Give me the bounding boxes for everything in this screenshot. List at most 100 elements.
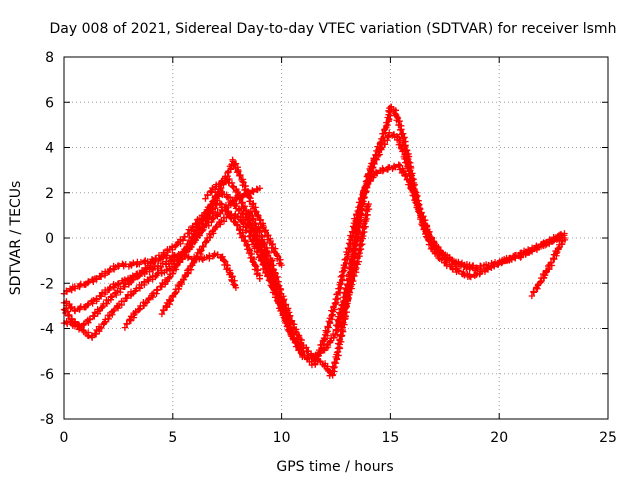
data-point	[214, 251, 221, 258]
data-point	[228, 182, 236, 190]
data-point	[169, 270, 177, 277]
y-tick-label: 6	[45, 95, 54, 111]
data-point	[398, 131, 405, 138]
series-track-9	[332, 103, 568, 334]
data-point	[269, 257, 276, 264]
data-point	[269, 278, 276, 286]
data-point	[101, 319, 108, 327]
chart-title: Day 008 of 2021, Sidereal Day-to-day VTE…	[50, 21, 617, 37]
data-point	[555, 244, 562, 252]
data-point	[256, 275, 264, 282]
x-tick-label: 15	[381, 430, 399, 446]
data-point	[236, 172, 243, 180]
data-point	[331, 299, 339, 307]
data-point	[351, 251, 358, 259]
data-point	[330, 304, 337, 311]
data-point	[561, 234, 568, 242]
series-track-10	[528, 234, 569, 300]
data-point	[353, 225, 360, 233]
data-point	[121, 324, 129, 331]
data-point	[246, 198, 254, 205]
data-point	[547, 259, 555, 267]
data-point	[373, 170, 381, 177]
data-point	[372, 151, 379, 158]
data-point	[246, 247, 254, 254]
data-point	[169, 244, 176, 251]
data-point	[236, 196, 243, 203]
data-point	[206, 234, 214, 241]
data-point	[213, 222, 220, 230]
data-point	[97, 292, 104, 300]
data-point	[90, 312, 97, 319]
data-point	[341, 289, 348, 296]
data-point	[263, 263, 271, 270]
data-point	[324, 323, 331, 330]
data-point	[160, 306, 167, 314]
data-point	[159, 260, 166, 267]
data-point	[360, 198, 367, 205]
data-point	[63, 288, 71, 295]
data-point	[399, 130, 406, 137]
data-point	[209, 184, 216, 192]
data-point	[166, 274, 173, 281]
data-point	[364, 181, 371, 188]
data-point	[342, 285, 349, 293]
data-point	[199, 243, 206, 250]
data-point	[326, 338, 334, 345]
data-point	[557, 231, 565, 238]
data-point	[337, 284, 344, 291]
data-point	[262, 244, 270, 252]
data-point	[395, 162, 403, 169]
data-point	[247, 233, 254, 240]
data-point	[207, 187, 215, 195]
data-point	[105, 268, 113, 276]
data-point	[223, 266, 230, 273]
data-point	[380, 167, 387, 174]
data-point	[227, 166, 235, 173]
data-points	[60, 103, 569, 379]
x-tick-label: 0	[60, 430, 69, 446]
data-point	[108, 294, 115, 301]
x-axis-label: GPS time / hours	[276, 459, 393, 475]
data-point	[213, 212, 220, 219]
data-point	[278, 261, 285, 269]
data-point	[303, 355, 311, 362]
data-point	[477, 262, 485, 270]
data-point	[184, 267, 191, 274]
data-point	[110, 306, 118, 314]
data-point	[438, 256, 445, 263]
data-point	[97, 324, 105, 332]
data-point	[237, 195, 244, 202]
x-tick-label: 25	[599, 430, 617, 446]
plot-frame	[63, 56, 609, 420]
data-point	[439, 254, 446, 262]
data-point	[202, 195, 209, 202]
data-point	[194, 227, 201, 235]
data-point	[93, 296, 100, 303]
data-point	[330, 364, 337, 372]
data-point	[407, 171, 414, 178]
data-point	[260, 223, 267, 231]
data-point	[256, 185, 264, 192]
data-point	[157, 283, 165, 290]
data-point	[222, 258, 229, 265]
data-point	[138, 268, 146, 275]
data-point	[76, 283, 83, 291]
data-point	[274, 273, 281, 281]
data-point	[530, 288, 537, 296]
data-point	[181, 233, 189, 240]
data-point	[396, 117, 403, 125]
data-point	[341, 256, 348, 263]
data-point	[363, 203, 371, 211]
data-point	[88, 334, 96, 341]
data-point	[149, 293, 157, 301]
data-point	[158, 310, 166, 318]
data-point	[262, 268, 270, 276]
data-point	[80, 327, 87, 334]
data-point	[212, 224, 219, 231]
data-point	[549, 255, 557, 262]
data-point	[356, 209, 363, 216]
data-point	[136, 306, 143, 313]
data-point	[288, 317, 296, 325]
